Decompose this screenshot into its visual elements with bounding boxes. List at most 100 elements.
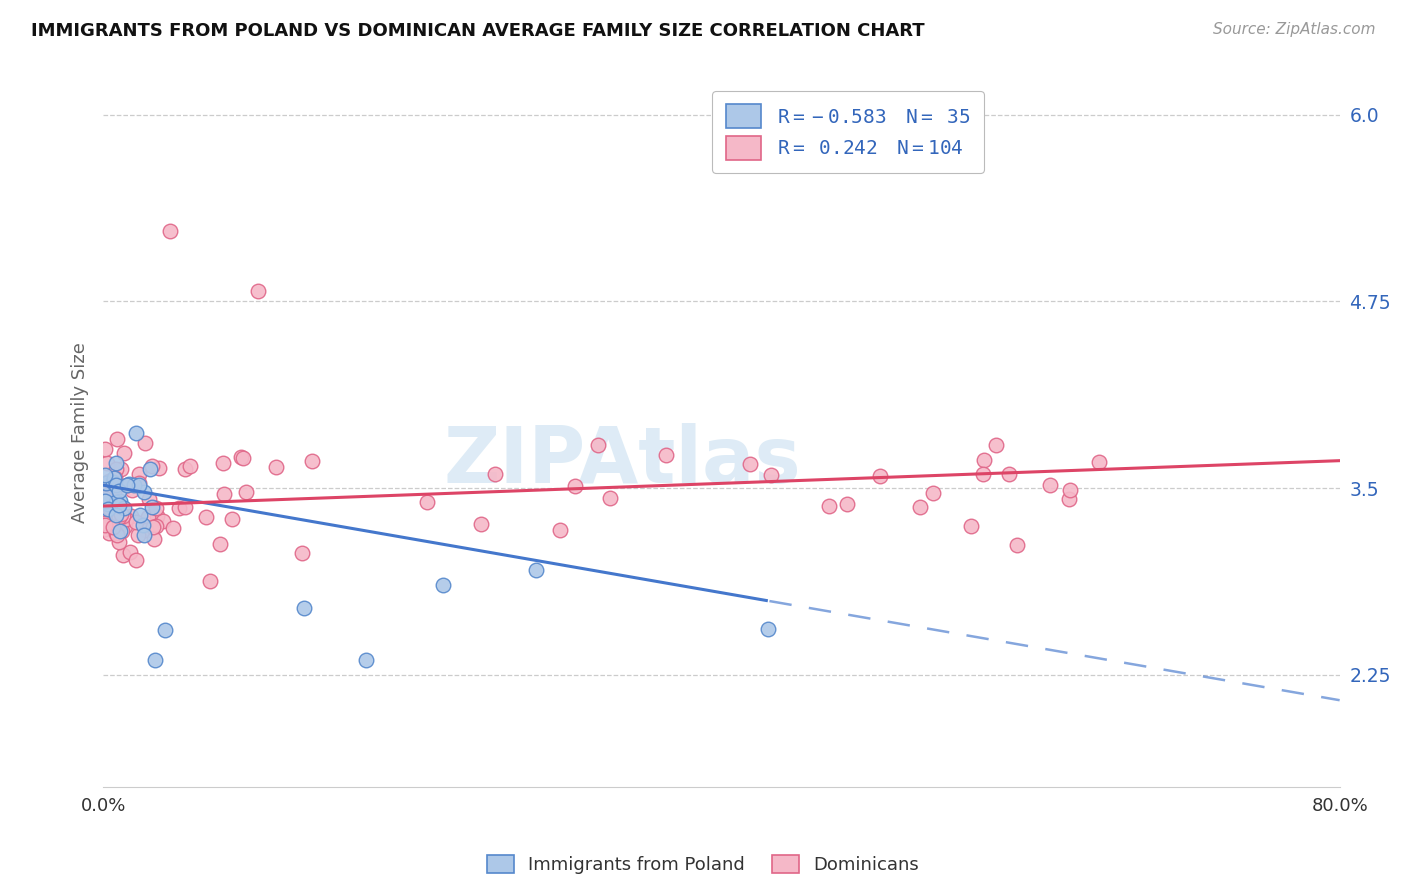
- Point: [134, 527, 156, 541]
- Point: [162, 521, 184, 535]
- Point: [107, 510, 129, 524]
- Point: [100, 480, 122, 494]
- Point: [564, 479, 586, 493]
- Point: [97, 500, 120, 514]
- Point: [148, 460, 170, 475]
- Point: [135, 523, 157, 537]
- Point: [141, 500, 163, 515]
- Point: [120, 508, 142, 523]
- Point: [104, 477, 127, 491]
- Point: [159, 224, 181, 238]
- Point: [96, 456, 118, 470]
- Point: [94, 489, 117, 503]
- Point: [97, 526, 120, 541]
- Point: [107, 498, 129, 512]
- Point: [97, 474, 120, 488]
- Point: [103, 485, 125, 500]
- Point: [232, 451, 254, 466]
- Point: [432, 578, 454, 592]
- Point: [108, 484, 131, 499]
- Point: [139, 462, 162, 476]
- Point: [105, 432, 128, 446]
- Point: [211, 456, 233, 470]
- Point: [98, 502, 121, 516]
- Point: [110, 507, 132, 521]
- Point: [997, 467, 1019, 481]
- Point: [93, 468, 115, 483]
- Point: [1059, 483, 1081, 497]
- Point: [120, 545, 142, 559]
- Point: [108, 534, 131, 549]
- Point: [105, 526, 128, 541]
- Point: [100, 502, 122, 516]
- Point: [145, 501, 167, 516]
- Point: [104, 518, 127, 533]
- Point: [354, 653, 377, 667]
- Point: [104, 462, 127, 476]
- Point: [98, 486, 121, 500]
- Point: [138, 491, 160, 506]
- Point: [110, 461, 132, 475]
- Text: ZIPAtlas: ZIPAtlas: [444, 423, 801, 499]
- Point: [136, 509, 159, 524]
- Point: [470, 516, 492, 531]
- Point: [195, 510, 218, 524]
- Point: [122, 478, 145, 492]
- Point: [103, 471, 125, 485]
- Point: [1087, 455, 1109, 469]
- Point: [125, 425, 148, 440]
- Point: [817, 499, 839, 513]
- Text: IMMIGRANTS FROM POLAND VS DOMINICAN AVERAGE FAMILY SIZE CORRELATION CHART: IMMIGRANTS FROM POLAND VS DOMINICAN AVER…: [31, 22, 925, 40]
- Point: [756, 622, 779, 636]
- Point: [93, 522, 115, 536]
- Point: [869, 468, 891, 483]
- Point: [132, 518, 155, 533]
- Point: [124, 553, 146, 567]
- Point: [111, 509, 134, 524]
- Point: [548, 523, 571, 537]
- Point: [143, 532, 166, 546]
- Point: [94, 507, 117, 521]
- Point: [105, 495, 128, 509]
- Point: [198, 574, 221, 589]
- Point: [104, 508, 127, 522]
- Point: [759, 468, 782, 483]
- Point: [128, 467, 150, 481]
- Point: [134, 435, 156, 450]
- Point: [111, 524, 134, 539]
- Point: [1059, 492, 1081, 507]
- Legend: Immigrants from Poland, Dominicans: Immigrants from Poland, Dominicans: [478, 846, 928, 883]
- Point: [104, 521, 127, 535]
- Point: [128, 477, 150, 491]
- Point: [105, 527, 128, 541]
- Point: [101, 520, 124, 534]
- Point: [301, 453, 323, 467]
- Point: [588, 438, 610, 452]
- Point: [112, 446, 135, 460]
- Point: [127, 528, 149, 542]
- Point: [93, 518, 115, 533]
- Point: [984, 438, 1007, 452]
- Point: [922, 485, 945, 500]
- Point: [167, 500, 190, 515]
- Point: [114, 518, 136, 533]
- Point: [117, 476, 139, 491]
- Point: [97, 477, 120, 491]
- Point: [93, 493, 115, 508]
- Point: [115, 512, 138, 526]
- Text: Source: ZipAtlas.com: Source: ZipAtlas.com: [1212, 22, 1375, 37]
- Point: [128, 475, 150, 490]
- Point: [415, 495, 437, 509]
- Point: [246, 284, 269, 298]
- Point: [221, 511, 243, 525]
- Point: [231, 450, 253, 465]
- Point: [103, 475, 125, 489]
- Point: [291, 546, 314, 560]
- Point: [145, 519, 167, 533]
- Point: [152, 514, 174, 528]
- Point: [1005, 538, 1028, 552]
- Point: [129, 508, 152, 522]
- Point: [292, 600, 315, 615]
- Point: [121, 483, 143, 497]
- Point: [94, 476, 117, 491]
